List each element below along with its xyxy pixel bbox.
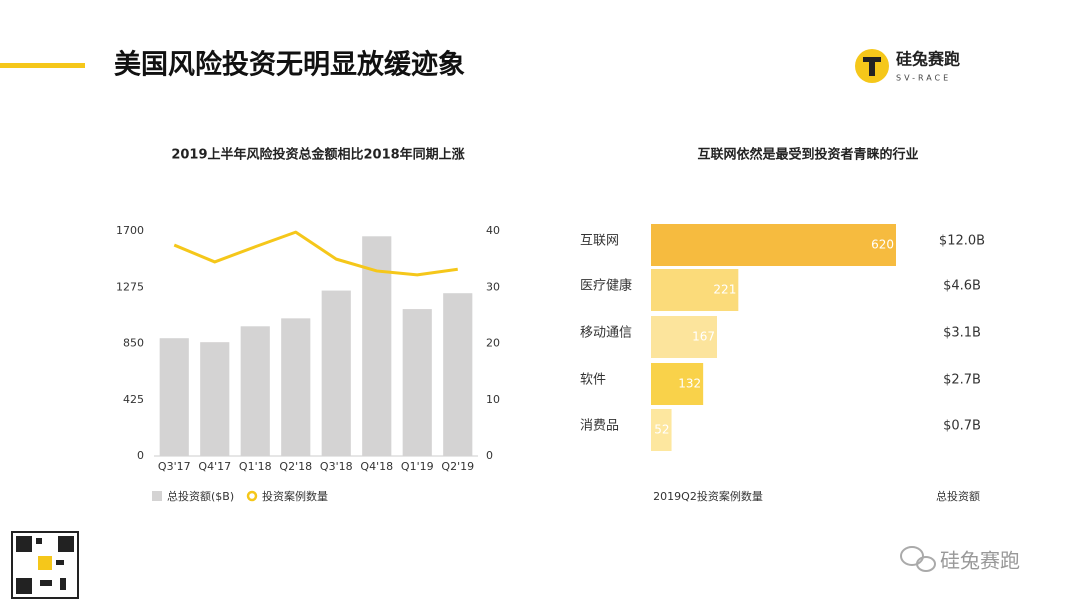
logo-sub: SV-RACE <box>896 74 951 83</box>
chart-title: 互联网依然是最受到投资者青睐的行业 <box>697 147 918 163</box>
bar <box>159 338 189 456</box>
category-label: 互联网 <box>580 234 619 249</box>
legend-swatch <box>152 491 162 501</box>
x-tick-label: Q4'17 <box>198 460 231 473</box>
bar <box>651 269 739 311</box>
y-tick-label: 1275 <box>116 280 144 293</box>
chart-title: 2019上半年风险投资总金额相比2018年同期上涨 <box>171 147 464 163</box>
legend-label: 投资案例数量 <box>262 489 328 503</box>
y2-tick-label: 20 <box>486 337 500 350</box>
bar <box>443 293 473 456</box>
axis-label: 2019Q2投资案例数量 <box>653 489 763 503</box>
bar <box>651 363 704 405</box>
y-tick-label: 850 <box>123 337 144 350</box>
axis-label: 总投资额 <box>936 489 980 503</box>
x-tick-label: Q3'17 <box>158 460 191 473</box>
value-label: 221 <box>713 283 736 297</box>
logo-glyph <box>863 57 881 76</box>
x-tick-label: Q1'19 <box>401 460 434 473</box>
legend-swatch <box>246 490 258 502</box>
y2-tick-label: 30 <box>486 280 500 293</box>
slide-title: 美国风险投资无明显放缓迹象 <box>114 49 465 81</box>
bar <box>321 290 351 456</box>
y2-tick-label: 40 <box>486 224 500 237</box>
bar <box>651 224 896 266</box>
value-label: 167 <box>692 330 715 344</box>
category-label: 消费品 <box>580 419 619 434</box>
watermark: 硅兔赛跑 <box>940 549 1020 573</box>
category-label: 移动通信 <box>580 326 632 341</box>
y2-tick-label: 0 <box>486 449 493 462</box>
legend-label: 总投资额($B) <box>167 489 234 503</box>
y-tick-label: 425 <box>123 393 144 406</box>
bar <box>651 409 672 451</box>
x-tick-label: Q1'18 <box>239 460 272 473</box>
bar <box>240 326 270 456</box>
value-label: 620 <box>871 238 894 252</box>
accent-bar <box>0 63 85 68</box>
bar <box>651 316 717 358</box>
amount-label: $3.1B <box>943 326 981 341</box>
y-tick-label: 0 <box>137 449 144 462</box>
value-label: 132 <box>678 377 701 391</box>
bar <box>281 318 311 456</box>
x-tick-label: Q2'19 <box>441 460 474 473</box>
bar <box>402 309 432 456</box>
line <box>173 230 458 277</box>
qr-code <box>11 531 79 599</box>
amount-label: $0.7B <box>943 419 981 434</box>
amount-label: $12.0B <box>939 234 985 249</box>
y2-tick-label: 10 <box>486 393 500 406</box>
bar <box>200 342 230 456</box>
amount-label: $2.7B <box>943 373 981 388</box>
logo-name: 硅兔赛跑 <box>896 50 960 69</box>
x-tick-label: Q3'18 <box>320 460 353 473</box>
watermark-icon <box>900 546 936 572</box>
value-label: 52 <box>654 423 669 437</box>
amount-label: $4.6B <box>943 279 981 294</box>
x-tick-label: Q4'18 <box>360 460 393 473</box>
category-label: 医疗健康 <box>580 278 632 294</box>
y-tick-label: 1700 <box>116 224 144 237</box>
category-label: 软件 <box>580 373 606 388</box>
x-tick-label: Q2'18 <box>279 460 312 473</box>
